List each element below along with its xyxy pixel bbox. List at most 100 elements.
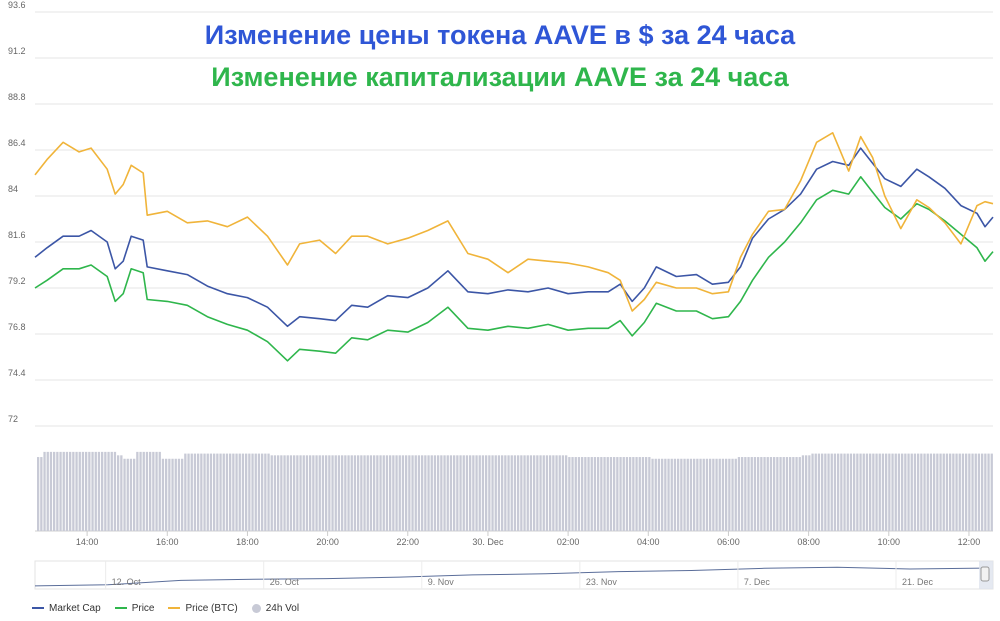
volume-bar	[907, 453, 910, 531]
volume-bar	[337, 455, 341, 531]
volume-bar	[737, 457, 741, 531]
navigator[interactable]: 12. Oct 26. Oct 9. Nov 23. Nov 7. Dec 21. Dec	[34, 560, 994, 590]
volume-bar	[853, 453, 856, 531]
legend-price-label: Price	[131, 602, 155, 614]
volume-bar	[289, 455, 293, 531]
legend-market-cap-swatch	[32, 607, 44, 609]
volume-bar	[542, 455, 545, 531]
volume-bar	[622, 457, 625, 531]
volume-bar	[273, 455, 277, 531]
volume-bar	[430, 455, 433, 531]
volume-bar	[792, 457, 795, 531]
volume-bar	[910, 453, 913, 531]
volume-bar	[699, 458, 702, 531]
volume-bar	[565, 455, 568, 531]
volume-bar	[254, 453, 257, 531]
volume-bar	[645, 457, 648, 531]
volume-bar	[721, 458, 725, 531]
volume-bar	[555, 455, 558, 531]
volume-bar	[222, 453, 225, 531]
volume-bar	[510, 455, 513, 531]
volume-bar	[773, 457, 776, 531]
volume-bar	[427, 455, 430, 531]
volume-bar	[187, 453, 190, 531]
volume-bar	[302, 455, 305, 531]
volume-bar	[165, 458, 168, 531]
volume-bar	[267, 453, 270, 531]
volume-bar	[709, 458, 712, 531]
volume-bar	[657, 458, 661, 531]
volume-bar	[955, 453, 958, 531]
volume-bar	[309, 455, 312, 531]
volume-bar	[789, 457, 792, 531]
volume-bar	[497, 455, 501, 531]
volume-bar	[72, 451, 75, 531]
navigator-frame	[34, 560, 994, 590]
volume-bar	[600, 457, 603, 531]
volume-bar	[549, 455, 552, 531]
volume-bar	[696, 458, 699, 531]
volume-bar	[968, 453, 971, 531]
y-tick-label: 91.2	[8, 46, 26, 56]
volume-bar	[94, 451, 97, 531]
volume-bar	[101, 451, 104, 531]
volume-bar	[325, 455, 328, 531]
x-tick-label: 16:00	[156, 537, 179, 547]
volume-bar	[667, 458, 670, 531]
volume-bar	[901, 453, 904, 531]
legend-item-market-cap[interactable]: Market Cap	[32, 603, 101, 614]
volume-bar	[808, 455, 811, 531]
volume-bar	[49, 451, 53, 531]
volume-bar	[981, 453, 984, 531]
volume-bar	[734, 458, 737, 531]
volume-bar	[987, 453, 990, 531]
y-tick-label: 72	[8, 414, 18, 424]
volume-bar	[392, 455, 395, 531]
series-line-price	[34, 176, 994, 362]
legend-item-vol[interactable]: 24h Vol	[251, 602, 300, 614]
volume-bar	[232, 453, 235, 531]
volume-bar	[878, 453, 881, 531]
volume-bar	[257, 453, 261, 531]
volume-bar	[984, 453, 987, 531]
volume-bar	[507, 455, 510, 531]
volume-bar	[833, 453, 837, 531]
volume-bar	[961, 453, 965, 531]
volume-bar	[213, 453, 216, 531]
volume-bar	[897, 453, 901, 531]
legend-price-btc-label: Price (BTC)	[185, 602, 238, 614]
volume-bar	[174, 458, 177, 531]
y-tick-label: 79.2	[8, 276, 26, 286]
volume-bar	[590, 457, 593, 531]
volume-bar	[305, 455, 309, 531]
legend-item-price-btc[interactable]: Price (BTC)	[168, 602, 238, 614]
volume-bar	[715, 458, 718, 531]
volume-bar	[933, 453, 936, 531]
volume-bar	[88, 451, 91, 531]
volume-bar	[296, 455, 299, 531]
volume-bar	[456, 455, 459, 531]
volume-bar	[37, 457, 40, 531]
volume-bar	[168, 458, 171, 531]
volume-bar	[357, 455, 360, 531]
volume-bars	[37, 451, 993, 531]
legend-price-btc-swatch	[168, 607, 181, 609]
volume-bar	[728, 458, 731, 531]
x-tick-label: 30. Dec	[472, 537, 504, 547]
volume-bar	[814, 453, 817, 531]
volume-bar	[504, 455, 507, 531]
volume-bar	[949, 453, 952, 531]
volume-bar	[609, 457, 613, 531]
volume-bar	[661, 458, 664, 531]
navigator-label: 26. Oct	[270, 577, 300, 587]
volume-bar	[75, 451, 78, 531]
legend-item-price[interactable]: Price	[114, 602, 155, 614]
volume-bar	[872, 453, 875, 531]
legend-vol-label: 24h Vol	[265, 602, 300, 614]
volume-bar	[261, 453, 264, 531]
volume-bar	[433, 455, 437, 531]
volume-bar	[638, 457, 641, 531]
volume-bar	[577, 457, 581, 531]
volume-bar	[561, 455, 565, 531]
x-tick-label: 22:00	[397, 537, 420, 547]
